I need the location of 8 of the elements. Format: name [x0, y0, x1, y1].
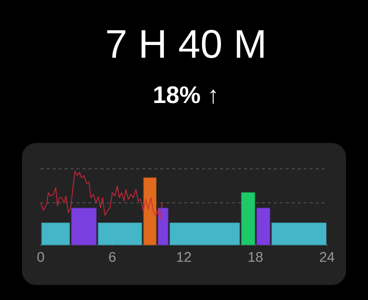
- x-tick-label: 0: [37, 252, 44, 262]
- x-tick-label: 24: [320, 252, 334, 262]
- x-tick-label: 12: [177, 252, 191, 262]
- x-tick-label: 6: [109, 252, 116, 262]
- chart-subtitle: 18% ↑: [154, 86, 216, 104]
- chart-title: 7 H 40 M: [107, 30, 264, 58]
- bar: [71, 208, 97, 246]
- x-tick-label: 18: [248, 252, 263, 262]
